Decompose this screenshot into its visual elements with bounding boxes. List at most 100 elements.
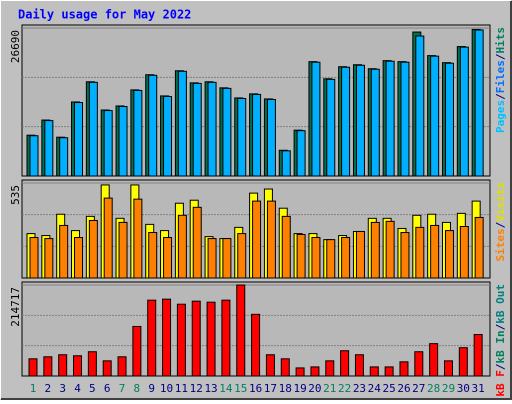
- legend-separator: /: [494, 93, 507, 100]
- bar: [458, 347, 468, 377]
- bar: [340, 350, 350, 377]
- x-tick-label: 26: [397, 382, 410, 395]
- bar: [29, 135, 39, 177]
- bar: [311, 61, 321, 177]
- x-tick-label: 3: [59, 382, 66, 395]
- x-tick-label: 27: [412, 382, 425, 395]
- x-tick-label: 13: [204, 382, 217, 395]
- x-tick-label: 22: [338, 382, 351, 395]
- bar: [237, 97, 247, 177]
- bar: [296, 233, 306, 279]
- x-tick-label: 18: [279, 382, 292, 395]
- bar: [191, 300, 201, 377]
- bar: [415, 35, 425, 177]
- bar: [44, 238, 54, 279]
- bar: [326, 78, 336, 177]
- bar: [74, 102, 84, 177]
- bar: [58, 354, 68, 377]
- bar: [473, 334, 483, 377]
- bar: [266, 200, 276, 279]
- legend-entry: Files: [494, 60, 507, 93]
- bar: [384, 366, 394, 377]
- x-tick-label: 14: [219, 382, 233, 395]
- bar: [474, 29, 484, 177]
- bar: [370, 221, 380, 279]
- x-tick-label: 21: [323, 382, 336, 395]
- bar: [281, 215, 291, 279]
- bar: [103, 197, 113, 279]
- legend: kB F/kB In/kB Out: [494, 284, 507, 397]
- bar: [133, 198, 143, 279]
- bar: [206, 301, 216, 377]
- bar: [385, 60, 395, 177]
- bar: [459, 46, 469, 177]
- bar: [29, 237, 39, 279]
- bar: [281, 150, 291, 177]
- legend-entry: Pages: [494, 100, 507, 133]
- bar: [73, 355, 83, 377]
- bar: [222, 238, 232, 279]
- legend-separator: /: [494, 53, 507, 60]
- bar: [236, 284, 246, 377]
- bar: [400, 61, 410, 177]
- chart-title: Daily usage for May 2022: [18, 8, 191, 22]
- bar: [132, 325, 142, 377]
- bar: [59, 137, 69, 177]
- legend-entry: kB In: [494, 330, 507, 363]
- x-tick-label: 4: [74, 382, 81, 395]
- bar: [444, 62, 454, 177]
- y-tick-label: 214717: [9, 287, 22, 327]
- bar: [265, 354, 275, 377]
- legend-entry: Sites: [494, 228, 507, 261]
- bar: [311, 237, 321, 279]
- bar: [163, 237, 173, 279]
- x-tick-label: 12: [190, 382, 203, 395]
- bar: [177, 214, 187, 279]
- legend-separator: /: [494, 323, 507, 330]
- bar: [176, 303, 186, 377]
- y-tick-label: 535: [9, 185, 22, 205]
- bar: [207, 81, 217, 177]
- legend-entry: Visits: [494, 182, 507, 222]
- x-tick-label: 15: [234, 382, 247, 395]
- x-tick-label: 10: [160, 382, 173, 395]
- x-tick-label: 23: [353, 382, 366, 395]
- bar: [399, 361, 409, 377]
- bar: [266, 98, 276, 177]
- x-tick-label: 2: [45, 382, 52, 395]
- bar: [252, 93, 262, 177]
- x-tick-label: 5: [89, 382, 96, 395]
- x-tick-label: 16: [249, 382, 262, 395]
- bar: [444, 230, 454, 279]
- bar: [147, 299, 157, 377]
- bar: [148, 232, 158, 279]
- bar: [415, 226, 425, 279]
- x-tick-label: 17: [264, 382, 277, 395]
- bar: [148, 74, 158, 177]
- x-tick-label: 9: [148, 382, 155, 395]
- bar: [28, 358, 38, 377]
- bar: [207, 238, 217, 279]
- legend: Pages/Files/Hits: [494, 27, 507, 133]
- bar: [429, 343, 439, 377]
- bar: [341, 66, 351, 177]
- x-tick-label: 25: [383, 382, 396, 395]
- bar: [370, 68, 380, 177]
- bar: [44, 120, 54, 177]
- x-tick-label: 28: [427, 382, 440, 395]
- bar: [102, 360, 112, 377]
- bar: [474, 216, 484, 279]
- x-tick-label: 30: [457, 382, 470, 395]
- bar: [237, 233, 247, 279]
- bar: [326, 239, 336, 279]
- bar: [103, 110, 113, 177]
- bar: [43, 356, 53, 377]
- y-tick-label: 26690: [9, 30, 22, 63]
- legend-entry: kB F: [494, 370, 507, 397]
- bar: [430, 224, 440, 279]
- bar: [341, 237, 351, 279]
- x-tick-label: 11: [175, 382, 188, 395]
- bar: [192, 206, 202, 279]
